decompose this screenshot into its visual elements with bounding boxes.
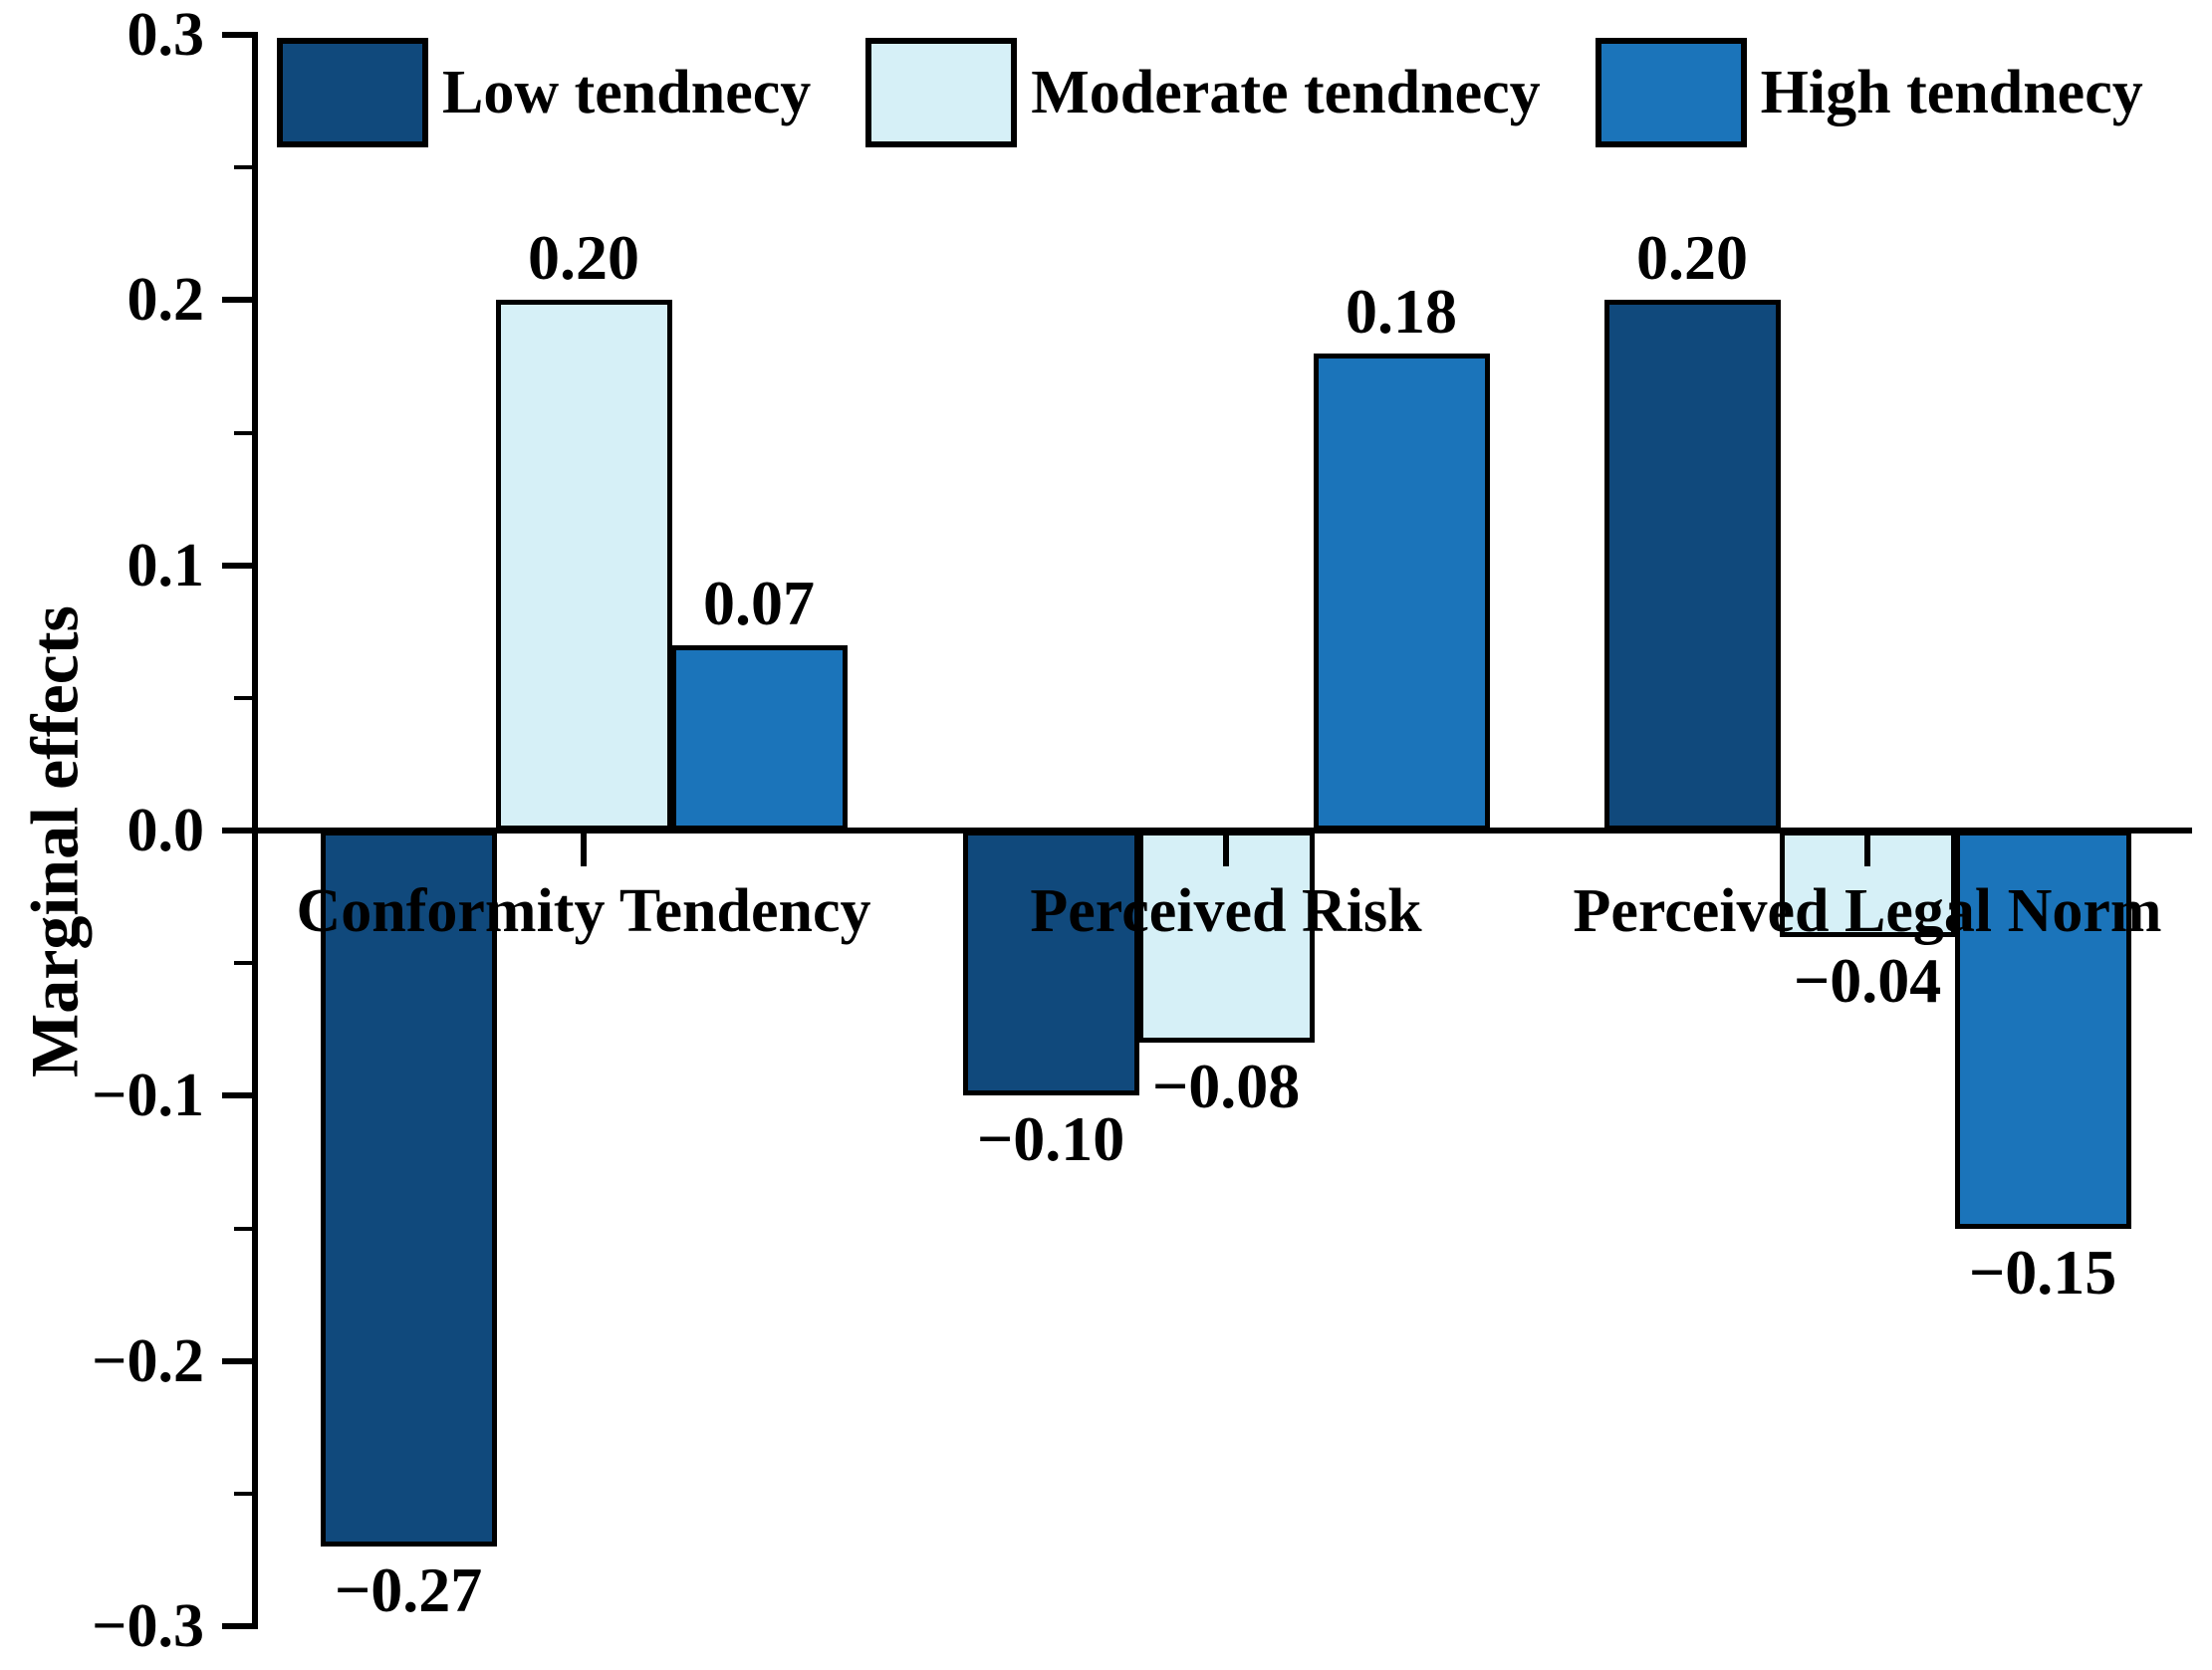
bar-value-label: 0.18 xyxy=(1346,275,1457,347)
y-tick-label: 0.2 xyxy=(126,266,205,335)
bar-low-1 xyxy=(321,831,497,1548)
bar-value-label: −0.04 xyxy=(1793,944,1942,1016)
x-category-label: Conformity Tendency xyxy=(296,877,871,945)
x-category-tick xyxy=(1223,831,1229,866)
legend-label: Low tendnecy xyxy=(442,59,812,126)
y-tick-label: 0.3 xyxy=(126,1,205,69)
bar-value-label: 0.07 xyxy=(703,567,815,638)
y-major-tick xyxy=(222,562,252,569)
x-category-label: Perceived Legal Norm xyxy=(1573,877,2162,945)
legend-item: Low tendnecy xyxy=(277,38,811,147)
bar-value-label: −0.27 xyxy=(334,1554,483,1626)
y-minor-tick xyxy=(234,1491,252,1496)
y-tick-label: −0.3 xyxy=(92,1592,204,1660)
bar-value-label: 0.20 xyxy=(528,222,639,294)
y-major-tick xyxy=(222,828,252,834)
y-major-tick xyxy=(222,1357,252,1364)
legend-swatch xyxy=(1595,38,1747,147)
y-tick-label: −0.1 xyxy=(92,1062,204,1130)
y-major-tick xyxy=(222,1623,252,1629)
bar-high-2 xyxy=(1314,353,1490,831)
bar-low-3 xyxy=(1604,300,1781,831)
x-axis-baseline xyxy=(252,828,2192,834)
x-category-label: Perceived Risk xyxy=(1030,877,1422,945)
x-category-tick xyxy=(581,831,587,866)
legend-label: Moderate tendnecy xyxy=(1031,59,1541,126)
x-category-tick xyxy=(1864,831,1870,866)
y-major-tick xyxy=(222,297,252,304)
bar-value-label: 0.20 xyxy=(1636,222,1748,294)
y-major-tick xyxy=(222,32,252,38)
y-tick-label: −0.2 xyxy=(92,1326,204,1395)
bar-moderate-1 xyxy=(496,300,672,831)
y-minor-tick xyxy=(234,1226,252,1231)
y-major-tick xyxy=(222,1092,252,1099)
legend: Low tendnecy Moderate tendnecy High tendne… xyxy=(277,38,2198,147)
y-tick-label: 0.1 xyxy=(126,531,205,599)
bar-value-label: −0.08 xyxy=(1151,1051,1301,1122)
bar-high-1 xyxy=(671,644,848,831)
y-minor-tick xyxy=(234,430,252,435)
legend-item: High tendnecy xyxy=(1595,38,2143,147)
y-minor-tick xyxy=(234,695,252,700)
y-minor-tick xyxy=(234,961,252,966)
legend-item: Moderate tendnecy xyxy=(865,38,1541,147)
legend-swatch xyxy=(277,38,428,147)
bar-value-label: −0.15 xyxy=(1968,1236,2117,1308)
legend-swatch xyxy=(865,38,1018,147)
legend-label: High tendnecy xyxy=(1760,59,2143,126)
bar-value-label: −0.10 xyxy=(976,1103,1125,1175)
y-tick-label: 0.0 xyxy=(126,797,205,864)
bar-low-2 xyxy=(963,831,1139,1096)
y-minor-tick xyxy=(234,165,252,170)
